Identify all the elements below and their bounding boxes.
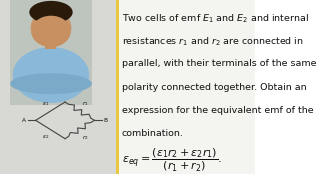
Text: resistances $r_1$ and $r_2$ are connected in: resistances $r_1$ and $r_2$ are connecte… [122,36,304,48]
Text: $\varepsilon_{eq} = \dfrac{(\varepsilon_1 r_2 + \varepsilon_2 r_1)}{(r_1 + r_2)}: $\varepsilon_{eq} = \dfrac{(\varepsilon_… [122,147,222,174]
Text: combination.: combination. [122,129,184,138]
Text: $r_2$: $r_2$ [82,133,89,142]
Ellipse shape [10,73,92,94]
Bar [0,105,118,174]
Text: parallel, with their terminals of the same: parallel, with their terminals of the sa… [122,59,316,68]
Bar [0,0,118,108]
Bar [119,0,255,174]
Text: $r_1$: $r_1$ [82,99,89,108]
Text: Two cells of emf $E_1$ and $E_2$ and internal: Two cells of emf $E_1$ and $E_2$ and int… [122,12,309,25]
Ellipse shape [29,1,73,24]
Bar [116,0,119,174]
Text: B: B [104,118,108,123]
Text: $\varepsilon_2$: $\varepsilon_2$ [42,133,50,141]
Text: A: A [21,118,26,123]
Text: expression for the equivalent emf of the: expression for the equivalent emf of the [122,106,314,115]
Ellipse shape [31,16,71,47]
Ellipse shape [31,9,71,47]
Bar [44,35,56,49]
Text: $\varepsilon_1$: $\varepsilon_1$ [42,100,50,108]
Ellipse shape [13,47,89,103]
Bar [92,0,118,108]
Bar [0,0,10,108]
Text: polarity connected together. Obtain an: polarity connected together. Obtain an [122,83,307,92]
